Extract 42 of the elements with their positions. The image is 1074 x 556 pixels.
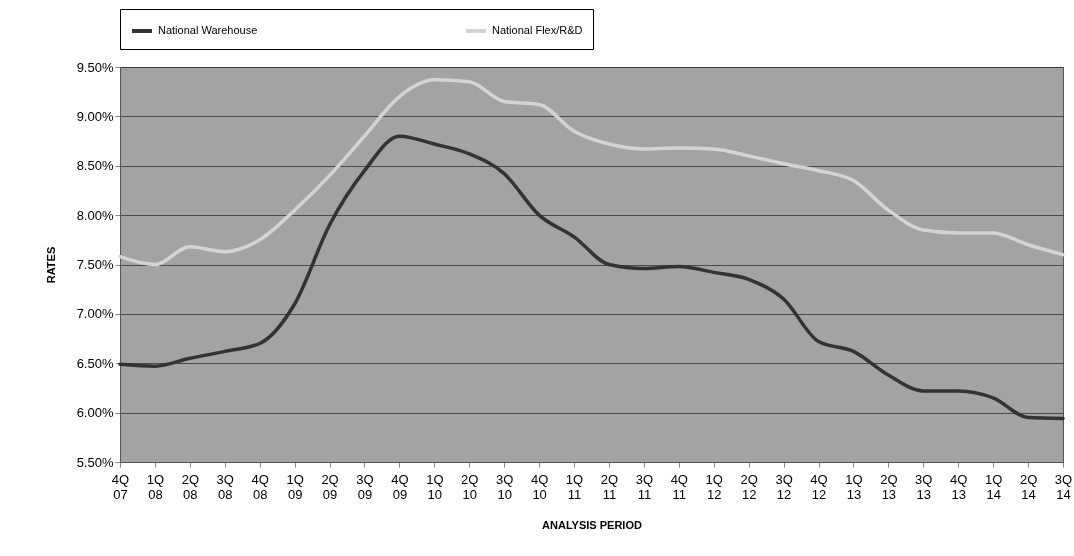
x-tick-label: 4Q 08: [251, 471, 269, 502]
x-tick-label: 4Q 07: [111, 471, 130, 502]
y-tick-label: 9.00%: [76, 108, 114, 124]
x-tick-label: 3Q 13: [915, 471, 933, 502]
x-tick-label: 2Q 14: [1019, 471, 1038, 502]
x-tick-label: 1Q 08: [146, 471, 165, 502]
x-tick-label: 4Q 11: [670, 471, 688, 502]
x-tick-label: 3Q 14: [1054, 471, 1073, 502]
legend-label: National Flex/R&D: [492, 24, 583, 36]
y-tick-label: 7.50%: [76, 257, 114, 272]
y-tick-label: 6.00%: [76, 405, 114, 421]
x-tick-label: 3Q 12: [775, 471, 793, 502]
x-tick-label: 2Q 08: [181, 471, 200, 502]
x-tick-label: 4Q 13: [950, 471, 968, 502]
y-tick-label: 7.00%: [76, 306, 114, 322]
x-tick-label: 1Q 09: [286, 471, 304, 502]
x-tick-label: 1Q 12: [705, 471, 723, 502]
y-tick-label: 5.50%: [76, 454, 114, 470]
y-tick-label: 8.00%: [76, 207, 114, 223]
x-tick-label: 4Q 12: [810, 471, 828, 502]
x-axis-title: ANALYSIS PERIOD: [542, 518, 642, 531]
x-tick-label: 1Q 14: [984, 471, 1003, 502]
x-tick-label: 3Q 11: [635, 471, 654, 502]
y-axis-title: RATES: [44, 246, 57, 284]
legend-label: National Warehouse: [158, 24, 258, 36]
x-tick-label: 4Q 10: [530, 471, 549, 502]
x-tick-label: 2Q 12: [740, 471, 758, 502]
x-tick-label: 2Q 10: [461, 471, 479, 502]
x-tick-label: 4Q 09: [391, 471, 409, 502]
x-tick-label: 3Q 09: [356, 471, 374, 502]
y-tick-label: 9.50%: [76, 59, 114, 75]
y-tick-label: 6.50%: [76, 355, 114, 371]
x-tick-label: 1Q 11: [565, 471, 584, 502]
x-tick-label: 3Q 08: [216, 471, 234, 502]
x-tick-label: 2Q 13: [880, 471, 898, 502]
line-series: [118, 78, 1065, 267]
x-tick-label: 1Q 10: [426, 471, 444, 502]
x-tick-label: 3Q 10: [496, 471, 514, 502]
x-tick-label: 1Q 13: [845, 471, 863, 502]
x-tick-label: 2Q 09: [321, 471, 339, 502]
x-tick-label: 2Q 11: [600, 471, 619, 502]
y-tick-label: 8.50%: [76, 158, 114, 174]
